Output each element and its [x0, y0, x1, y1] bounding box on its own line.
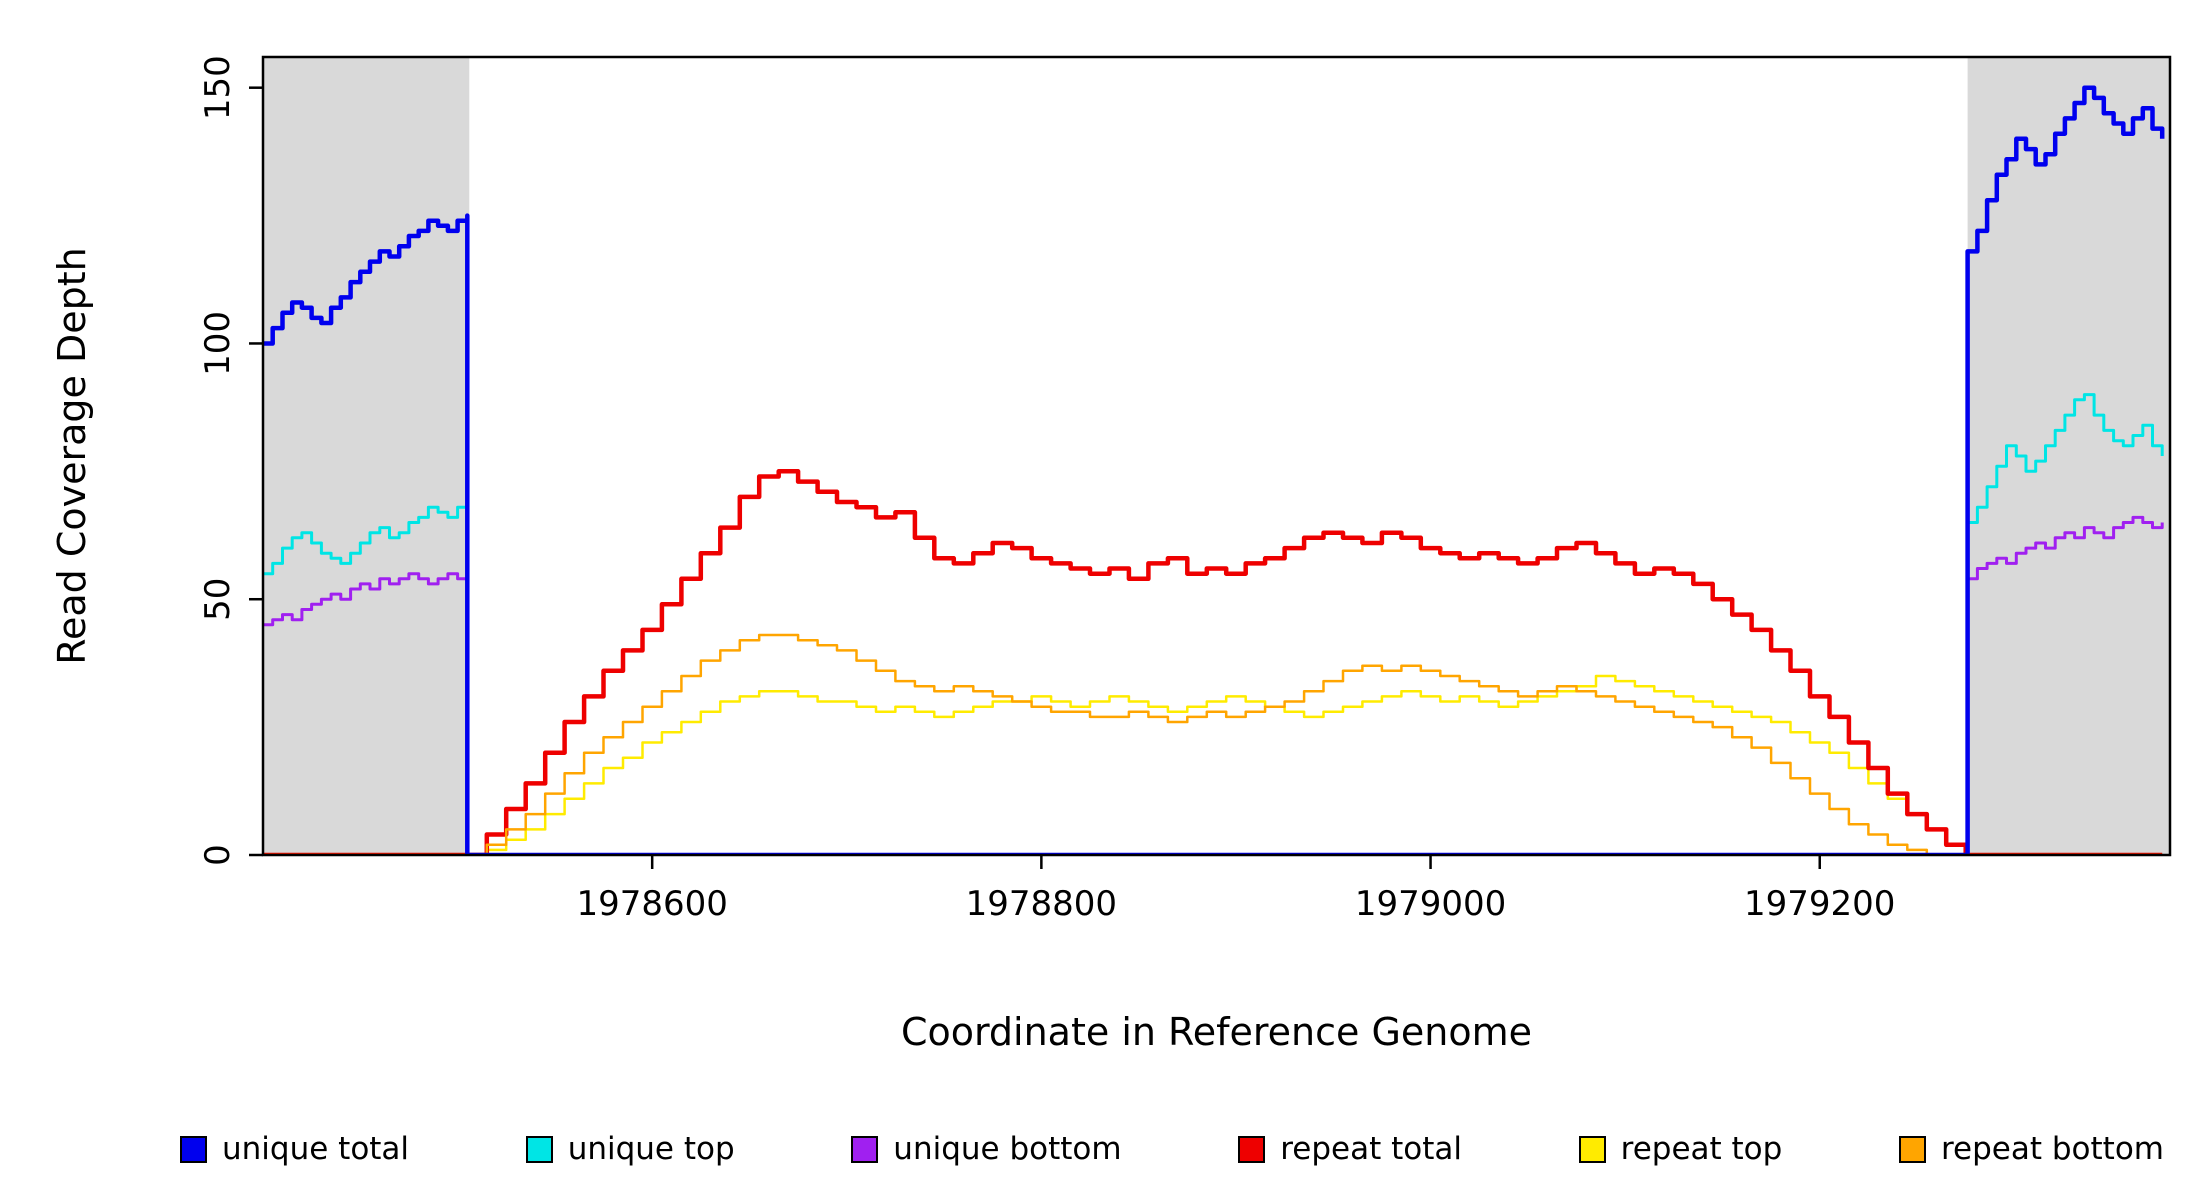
- legend-swatch: [1578, 1135, 1606, 1163]
- legend-item: unique total: [180, 1131, 409, 1167]
- shaded-region: [263, 57, 470, 855]
- legend-label: repeat total: [1280, 1131, 1462, 1167]
- legend-item: unique bottom: [851, 1131, 1122, 1167]
- legend-swatch: [1898, 1135, 1926, 1163]
- legend-swatch: [851, 1135, 879, 1163]
- legend-item: repeat top: [1578, 1131, 1783, 1167]
- x-tick-label: 1979000: [1355, 884, 1506, 924]
- legend-label: unique top: [567, 1131, 735, 1167]
- legend: unique total unique top unique bottom repea…: [180, 1122, 2164, 1176]
- legend-label: repeat bottom: [1940, 1131, 2164, 1167]
- y-tick-label: 0: [198, 844, 238, 866]
- series-repeat-top: [263, 674, 2163, 855]
- legend-label: unique total: [222, 1131, 410, 1167]
- y-axis-title: Read Coverage Depth: [50, 247, 94, 665]
- series-repeat-total: [263, 469, 2163, 855]
- legend-swatch: [180, 1135, 207, 1163]
- series-unique-total: [263, 85, 2165, 855]
- legend-item: repeat bottom: [1898, 1131, 2164, 1167]
- y-tick-label: 50: [198, 578, 238, 621]
- legend-swatch: [525, 1135, 553, 1163]
- legend-label: unique bottom: [893, 1131, 1122, 1167]
- y-tick-label: 100: [198, 311, 238, 376]
- legend-swatch: [1238, 1135, 1266, 1163]
- x-tick-label: 1978600: [576, 884, 727, 924]
- shaded-region: [1967, 57, 2170, 855]
- legend-item: repeat total: [1238, 1131, 1462, 1167]
- series-repeat-bottom: [263, 633, 2163, 855]
- series-unique-bottom: [263, 515, 2164, 855]
- x-tick-label: 1978800: [966, 884, 1117, 924]
- x-tick-label: 1979200: [1744, 884, 1895, 924]
- legend-label: repeat top: [1620, 1131, 1783, 1167]
- y-tick-label: 150: [198, 55, 238, 120]
- series-unique-top: [263, 393, 2164, 855]
- legend-item: unique top: [525, 1131, 735, 1167]
- plot-border: [261, 55, 2172, 857]
- x-axis-title: Coordinate in Reference Genome: [900, 1010, 1533, 1054]
